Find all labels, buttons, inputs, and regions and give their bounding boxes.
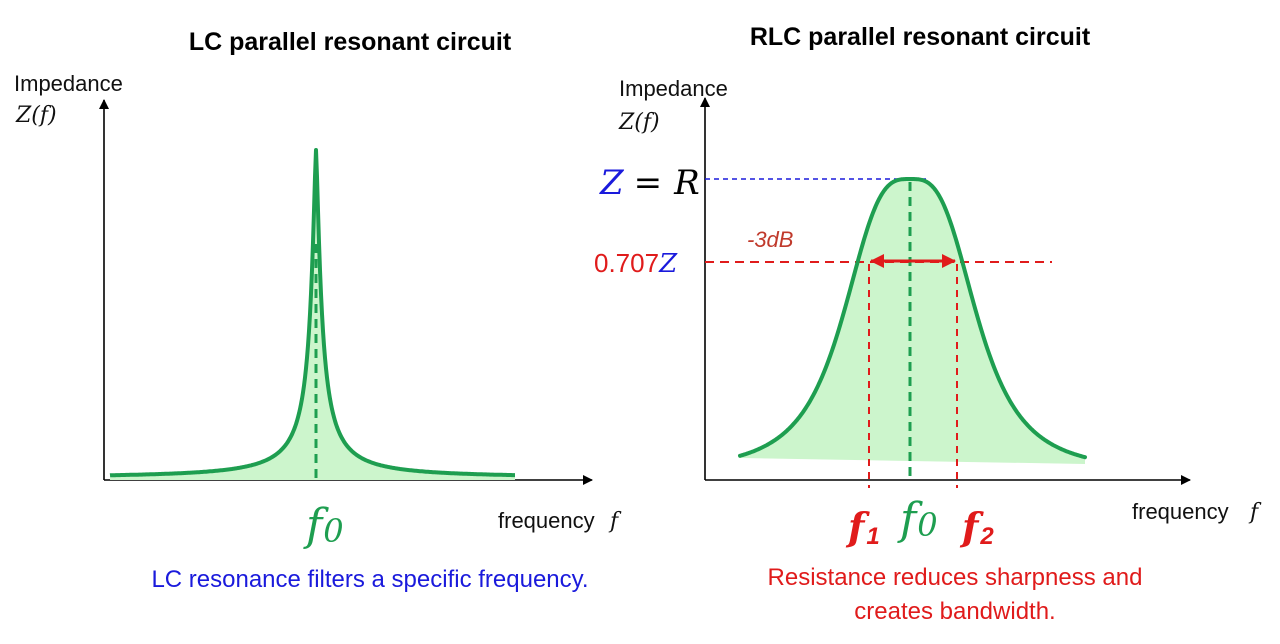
lc-y-axis-label: Impedance (14, 71, 123, 96)
rlc-half-power-label: 0.707Z (594, 248, 678, 279)
rlc-panel: RLC parallel resonant circuit Impedance … (594, 23, 1262, 625)
rlc-f0-label: f0 (897, 494, 938, 545)
lc-curve-fill (110, 150, 515, 480)
rlc-f2-label: f2 (959, 504, 994, 550)
rlc-f1-label: f1 (845, 504, 880, 550)
rlc-impedance-curve (738, 177, 1087, 460)
rlc-caption-line-1: Resistance reduces sharpness and (768, 564, 1143, 591)
lc-title: LC parallel resonant circuit (189, 28, 512, 56)
rlc-x-axis-label: frequency (1132, 499, 1229, 524)
lc-x-axis-symbol: f (608, 509, 622, 534)
rlc-y-axis-symbol: Z(f) (618, 110, 660, 135)
rlc-x-axis-symbol: f (1248, 500, 1262, 525)
lc-resonance-label: f0 (303, 500, 344, 551)
rlc-y-axis-label: Impedance (619, 76, 728, 101)
rlc-curve-fill (740, 179, 1085, 464)
lc-x-axis-label: frequency (498, 508, 595, 533)
rlc-bandwidth-label: -3dB (747, 227, 793, 252)
rlc-title: RLC parallel resonant circuit (750, 23, 1091, 51)
rlc-caption-line-2: creates bandwidth. (854, 598, 1055, 625)
lc-y-axis-symbol: Z(f) (15, 103, 57, 128)
lc-impedance-curve (109, 148, 516, 478)
rlc-peak-label: Z = R (599, 163, 700, 203)
lc-panel: LC parallel resonant circuit Impedance Z… (14, 28, 622, 593)
lc-caption: LC resonance filters a specific frequenc… (151, 566, 588, 593)
